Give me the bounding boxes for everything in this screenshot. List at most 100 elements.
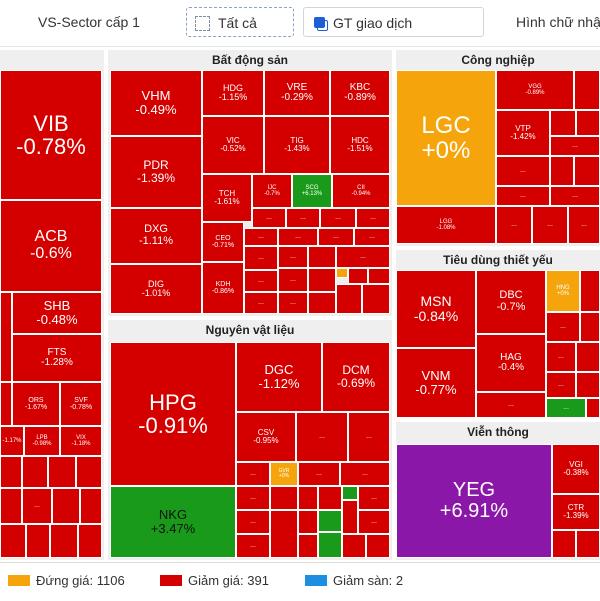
stock-tile[interactable]: VIB -0.78% bbox=[0, 70, 102, 200]
stock-tile[interactable] bbox=[576, 372, 600, 398]
stock-tile[interactable]: ... bbox=[236, 462, 270, 486]
stock-tile[interactable]: ... bbox=[348, 412, 390, 462]
stock-tile[interactable] bbox=[298, 510, 318, 534]
stock-tile[interactable]: HNG +0% bbox=[546, 270, 580, 312]
filter-all-button[interactable]: Tất cả bbox=[186, 7, 294, 37]
stock-tile[interactable]: ... bbox=[244, 292, 278, 314]
stock-tile[interactable] bbox=[0, 524, 26, 558]
stock-tile[interactable] bbox=[342, 486, 358, 500]
stock-tile[interactable]: ... bbox=[278, 246, 308, 268]
stock-tile[interactable]: ... bbox=[296, 412, 348, 462]
stock-tile[interactable]: ... bbox=[546, 372, 576, 398]
stock-tile[interactable] bbox=[308, 292, 336, 314]
stock-tile[interactable]: DBC -0.7% bbox=[476, 270, 546, 334]
stock-tile[interactable] bbox=[76, 456, 102, 488]
stock-tile[interactable] bbox=[0, 488, 22, 524]
stock-tile[interactable] bbox=[308, 268, 336, 292]
stock-tile[interactable]: KDH -0.86% bbox=[202, 262, 244, 314]
stock-tile[interactable]: YEG +6.91% bbox=[396, 444, 552, 558]
stock-tile[interactable] bbox=[318, 532, 342, 558]
stock-tile[interactable] bbox=[576, 530, 600, 558]
stock-tile[interactable]: DXG -1.11% bbox=[110, 208, 202, 264]
stock-tile[interactable]: -1.17% bbox=[0, 426, 24, 456]
stock-tile[interactable]: ... bbox=[278, 228, 318, 246]
stock-tile[interactable]: CTR -1.39% bbox=[552, 494, 600, 530]
stock-tile[interactable]: ... bbox=[236, 510, 270, 534]
stock-tile[interactable]: VRE -0.29% bbox=[264, 70, 330, 116]
stock-tile[interactable]: LGG -1.08% bbox=[396, 206, 496, 244]
stock-tile[interactable] bbox=[366, 534, 390, 558]
stock-tile[interactable] bbox=[552, 530, 576, 558]
stock-tile[interactable] bbox=[50, 524, 78, 558]
stock-tile[interactable]: ... bbox=[568, 206, 600, 244]
stock-tile[interactable]: HPG -0.91% bbox=[110, 342, 236, 486]
stock-tile[interactable]: SCG +6.13% bbox=[292, 174, 332, 208]
stock-tile[interactable]: LPB -0.98% bbox=[24, 426, 60, 456]
stock-tile[interactable] bbox=[336, 284, 362, 314]
stock-tile[interactable]: ... bbox=[320, 208, 356, 228]
sector-level-select[interactable]: VS-Sector cấp 1 bbox=[38, 7, 188, 37]
stock-tile[interactable] bbox=[26, 524, 50, 558]
stock-tile[interactable] bbox=[342, 534, 366, 558]
stock-tile[interactable]: ... bbox=[546, 312, 580, 342]
stock-tile[interactable]: VIC -0.52% bbox=[202, 116, 264, 174]
stock-tile[interactable] bbox=[550, 110, 576, 136]
stock-tile[interactable]: DGC -1.12% bbox=[236, 342, 322, 412]
stock-tile[interactable] bbox=[550, 156, 574, 186]
stock-tile[interactable] bbox=[0, 456, 22, 488]
stock-tile[interactable]: HAG -0.4% bbox=[476, 334, 546, 392]
stock-tile[interactable]: SVF -0.78% bbox=[60, 382, 102, 426]
stock-tile[interactable] bbox=[318, 486, 342, 510]
stock-tile[interactable] bbox=[580, 270, 600, 312]
stock-tile[interactable]: ... bbox=[496, 206, 532, 244]
stock-tile[interactable]: DCM -0.69% bbox=[322, 342, 390, 412]
stock-tile[interactable]: IJC -0.7% bbox=[252, 174, 292, 208]
stock-tile[interactable] bbox=[336, 268, 348, 278]
stock-tile[interactable] bbox=[78, 524, 102, 558]
stock-tile[interactable] bbox=[270, 486, 298, 510]
stock-tile[interactable] bbox=[576, 110, 600, 136]
stock-tile[interactable] bbox=[52, 488, 80, 524]
stock-tile[interactable]: FTS -1.28% bbox=[12, 334, 102, 382]
stock-tile[interactable]: ... bbox=[546, 342, 576, 372]
stock-tile[interactable]: VNM -0.77% bbox=[396, 348, 476, 418]
stock-tile[interactable]: ... bbox=[22, 488, 52, 524]
stock-tile[interactable] bbox=[576, 342, 600, 372]
stock-tile[interactable]: HDG -1.15% bbox=[202, 70, 264, 116]
stock-tile[interactable]: ... bbox=[550, 136, 600, 156]
stock-tile[interactable]: MSN -0.84% bbox=[396, 270, 476, 348]
stock-tile[interactable]: ... bbox=[278, 268, 308, 292]
stock-tile[interactable]: CII -0.94% bbox=[332, 174, 390, 208]
shape-select[interactable]: Hình chữ nhật bbox=[516, 7, 600, 37]
stock-tile[interactable]: VTP -1.42% bbox=[496, 110, 550, 156]
stock-tile[interactable]: ... bbox=[286, 208, 320, 228]
stock-tile[interactable]: LGC +0% bbox=[396, 70, 496, 206]
stock-tile[interactable]: ... bbox=[244, 246, 278, 270]
stock-tile[interactable]: DIG -1.01% bbox=[110, 264, 202, 314]
stock-tile[interactable] bbox=[80, 488, 102, 524]
stock-tile[interactable]: ... bbox=[236, 486, 270, 510]
stock-tile[interactable]: ... bbox=[476, 392, 546, 418]
stock-tile[interactable]: VGI -0.38% bbox=[552, 444, 600, 494]
stock-tile[interactable]: ... bbox=[336, 246, 390, 268]
stock-tile[interactable] bbox=[22, 456, 48, 488]
stock-tile[interactable]: TCH -1.61% bbox=[202, 174, 252, 222]
stock-tile[interactable] bbox=[308, 246, 336, 268]
stock-tile[interactable]: ... bbox=[546, 398, 586, 418]
stock-tile[interactable]: ... bbox=[358, 486, 390, 510]
stock-tile[interactable] bbox=[348, 268, 368, 284]
stock-tile[interactable]: CSV -0.95% bbox=[236, 412, 296, 462]
stock-tile[interactable] bbox=[298, 486, 318, 510]
stock-tile[interactable]: CEO -0.71% bbox=[202, 222, 244, 262]
stock-tile[interactable]: ... bbox=[496, 156, 550, 186]
stock-tile[interactable]: KBC -0.89% bbox=[330, 70, 390, 116]
stock-tile[interactable] bbox=[0, 382, 12, 426]
stock-tile[interactable] bbox=[574, 70, 600, 110]
stock-tile[interactable]: ... bbox=[244, 228, 278, 246]
stock-tile[interactable]: NKG +3.47% bbox=[110, 486, 236, 558]
stock-tile[interactable]: TIG -1.43% bbox=[264, 116, 330, 174]
stock-tile[interactable]: ... bbox=[358, 510, 390, 534]
stock-tile[interactable]: ... bbox=[252, 208, 286, 228]
stock-tile[interactable]: ... bbox=[298, 462, 340, 486]
stock-tile[interactable]: ... bbox=[318, 228, 354, 246]
